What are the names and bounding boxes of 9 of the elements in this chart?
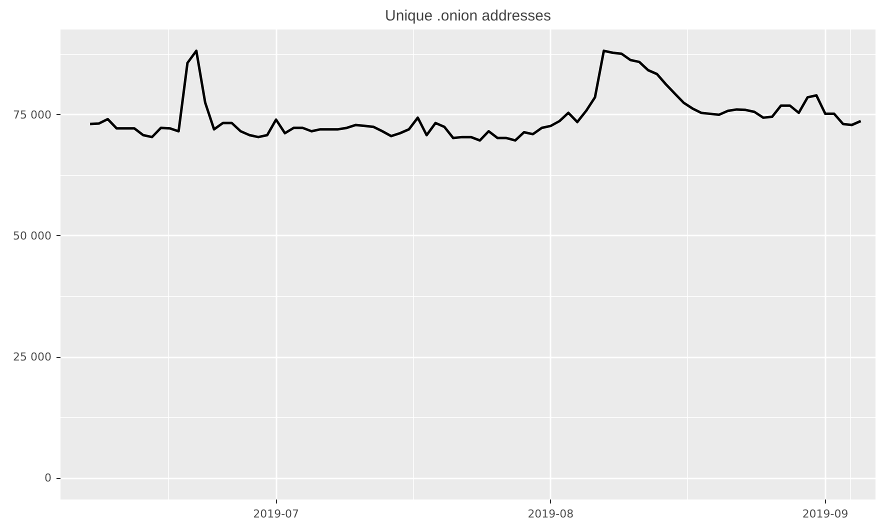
- y-tick-label: 75 000: [13, 108, 52, 122]
- x-tick-label: 2019-08: [528, 508, 574, 520]
- y-tick-label: 50 000: [13, 229, 52, 242]
- line-series: [88, 50, 862, 142]
- x-tick-label: 2019-09: [802, 508, 848, 520]
- chart-title: Unique .onion addresses: [385, 8, 551, 24]
- x-tick-label: 2019-07: [253, 508, 300, 520]
- y-tick-label: 25 000: [13, 350, 52, 364]
- y-tick-label: 0: [44, 472, 52, 485]
